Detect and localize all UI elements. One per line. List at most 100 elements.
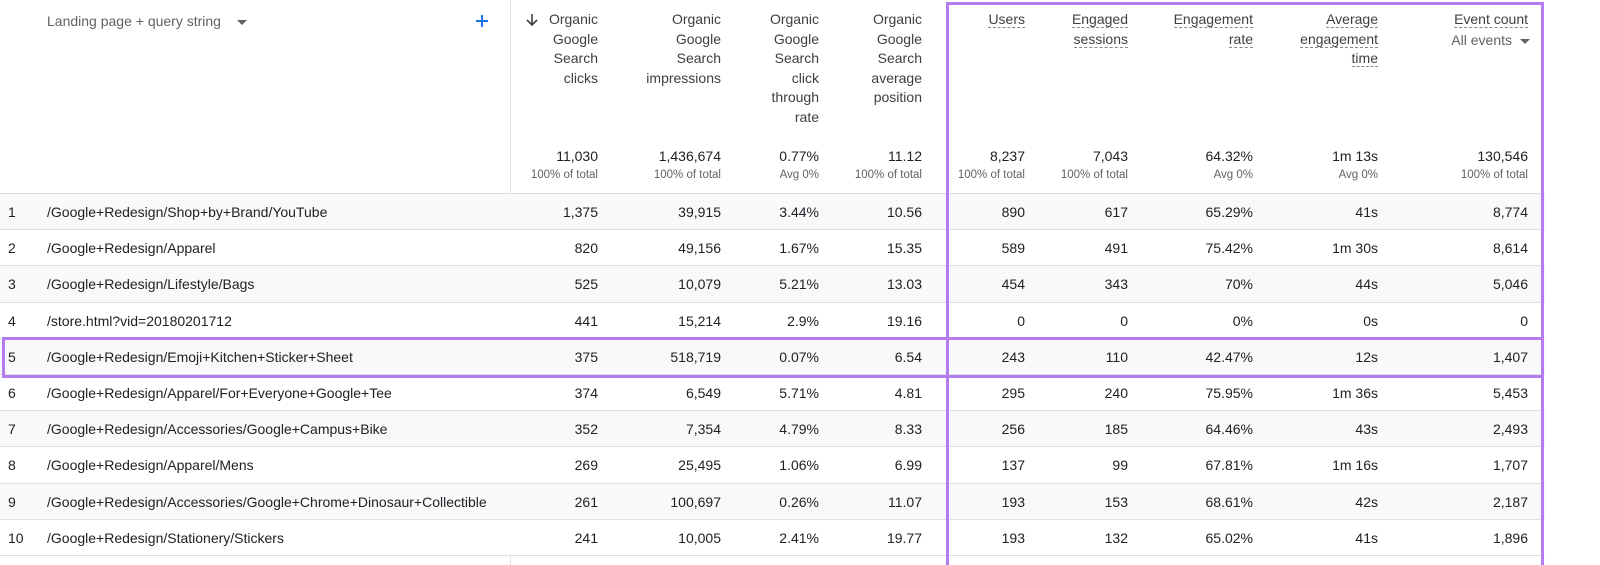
column-total: 8,237 bbox=[989, 148, 1025, 164]
column-total: 1m 13s bbox=[1332, 148, 1378, 164]
metric-cell: 2,187 bbox=[1492, 493, 1528, 510]
metric-cell: 4.81 bbox=[894, 385, 922, 401]
table-row[interactable]: 4/store.html?vid=20180201712 441 15,214 2.9… bbox=[0, 302, 1545, 339]
row-rank: 2 bbox=[8, 240, 16, 257]
column-label: Event count bbox=[1454, 11, 1528, 28]
metric-cell: 261 bbox=[574, 493, 598, 510]
table-row[interactable]: 3/Google+Redesign/Lifestyle/Bags 525 10,07… bbox=[0, 266, 1545, 303]
metric-cell: 1.06% bbox=[779, 457, 819, 474]
metric-cell: 5.71% bbox=[779, 385, 819, 401]
metric-cell: 15.35 bbox=[886, 240, 922, 257]
landing-page: /Google+Redesign/Apparel/Mens bbox=[47, 457, 254, 474]
metric-selector[interactable]: All events bbox=[1418, 32, 1530, 48]
metric-cell: 19.16 bbox=[886, 312, 922, 329]
table-row[interactable]: 1/Google+Redesign/Shop+by+Brand/YouTube 1… bbox=[0, 194, 1545, 231]
metric-cell: 4.79% bbox=[779, 421, 819, 438]
metric-cell: 241 bbox=[574, 529, 598, 546]
table-row[interactable]: 2/Google+Redesign/Apparel 820 49,156 1.67% 1… bbox=[0, 230, 1545, 267]
metric-cell: 5,046 bbox=[1492, 276, 1528, 293]
metric-cell: 0 bbox=[1520, 312, 1528, 329]
metric-cell: 1,707 bbox=[1492, 457, 1528, 474]
metric-cell: 5.21% bbox=[779, 276, 819, 293]
metric-cell: 454 bbox=[1001, 276, 1025, 293]
dimension-selector[interactable]: Landing page + query string bbox=[47, 13, 247, 29]
row-rank: 1 bbox=[8, 204, 16, 220]
metric-cell: 64.46% bbox=[1205, 421, 1253, 438]
column-header[interactable]: Organic Google Search average position bbox=[852, 10, 922, 108]
row-rank: 10 bbox=[8, 529, 24, 546]
metric-cell: 3.44% bbox=[779, 204, 819, 220]
table-row[interactable]: 6/Google+Redesign/Apparel/For+Everyone+G… bbox=[0, 375, 1545, 412]
column-total: 11,030 bbox=[556, 148, 598, 164]
metric-cell: 1,896 bbox=[1492, 529, 1528, 546]
metric-cell: 19.77 bbox=[886, 529, 922, 546]
metric-cell: 2.9% bbox=[787, 312, 819, 329]
total-note: Avg 0% bbox=[1213, 169, 1253, 181]
metric-cell: 243 bbox=[1001, 348, 1025, 365]
column-total: 1,436,674 bbox=[658, 148, 721, 164]
metric-cell: 6,549 bbox=[685, 385, 721, 401]
metric-cell: 43s bbox=[1355, 421, 1378, 438]
column-label: Organic Google Search average position bbox=[871, 11, 922, 105]
metric-cell: 491 bbox=[1104, 240, 1128, 257]
landing-page: /Google+Redesign/Accessories/Google+Chro… bbox=[47, 493, 487, 510]
metric-cell: 269 bbox=[574, 457, 598, 474]
sort-icon[interactable] bbox=[526, 13, 538, 27]
metric-cell: 2.41% bbox=[779, 529, 819, 546]
table-row[interactable]: 5/Google+Redesign/Emoji+Kitchen+Sticker+… bbox=[0, 338, 1545, 375]
landing-page: /Google+Redesign/Shop+by+Brand/YouTube bbox=[47, 204, 328, 220]
total-note: 100% of total bbox=[653, 169, 721, 181]
metric-cell: 240 bbox=[1104, 385, 1128, 401]
metric-cell: 99 bbox=[1112, 457, 1128, 474]
metric-cell: 25,495 bbox=[678, 457, 721, 474]
metric-cell: 193 bbox=[1001, 493, 1025, 510]
sub-label: All events bbox=[1451, 32, 1512, 48]
column-header[interactable]: Organic Google Search clicks bbox=[526, 10, 598, 88]
metric-cell: 375 bbox=[574, 348, 598, 365]
metric-cell: 11.07 bbox=[888, 493, 922, 510]
metric-cell: 0.26% bbox=[779, 493, 819, 510]
landing-page: /Google+Redesign/Lifestyle/Bags bbox=[47, 276, 255, 293]
metric-cell: 44s bbox=[1355, 276, 1378, 293]
dimension-label: Landing page + query string bbox=[47, 13, 221, 29]
column-header[interactable]: Organic Google Search impressions bbox=[629, 10, 721, 88]
column-total: 0.77% bbox=[779, 148, 819, 164]
total-note: 100% of total bbox=[957, 169, 1025, 181]
landing-page: /store.html?vid=20180201712 bbox=[47, 312, 232, 329]
metric-cell: 41s bbox=[1355, 204, 1378, 220]
column-header[interactable]: Organic Google Search click through rate bbox=[759, 10, 819, 127]
metric-cell: 374 bbox=[574, 385, 598, 401]
total-note: Avg 0% bbox=[1338, 169, 1378, 181]
metric-cell: 153 bbox=[1104, 493, 1128, 510]
metric-cell: 0s bbox=[1363, 312, 1378, 329]
row-rank: 5 bbox=[8, 348, 16, 365]
metric-cell: 890 bbox=[1001, 204, 1025, 220]
dropdown-icon bbox=[1520, 39, 1530, 44]
landing-page: /Google+Redesign/Stationery/Stickers bbox=[47, 529, 284, 546]
column-header[interactable]: Users bbox=[945, 10, 1025, 30]
column-header[interactable]: Average engagement time bbox=[1283, 10, 1378, 69]
total-note: 100% of total bbox=[1460, 169, 1528, 181]
column-header[interactable]: Event count bbox=[1418, 10, 1528, 30]
metric-cell: 525 bbox=[574, 276, 598, 293]
metric-cell: 68.61% bbox=[1205, 493, 1253, 510]
metric-cell: 41s bbox=[1355, 529, 1378, 546]
column-label: Users bbox=[988, 11, 1025, 28]
table-row[interactable]: 7/Google+Redesign/Accessories/Google+Cam… bbox=[0, 411, 1545, 448]
metric-cell: 1,407 bbox=[1492, 348, 1528, 365]
metric-cell: 5,453 bbox=[1492, 385, 1528, 401]
add-dimension[interactable] bbox=[474, 13, 490, 29]
metric-cell: 1,375 bbox=[562, 204, 598, 220]
column-header[interactable]: Engagement rate bbox=[1158, 10, 1253, 49]
table-row[interactable]: 9/Google+Redesign/Accessories/Google+Chr… bbox=[0, 483, 1545, 520]
row-rank: 3 bbox=[8, 276, 16, 293]
metric-cell: 185 bbox=[1104, 421, 1128, 438]
table-row[interactable]: 8/Google+Redesign/Apparel/Mens 269 25,495 1… bbox=[0, 447, 1545, 484]
column-header[interactable]: Engaged sessions bbox=[1048, 10, 1128, 49]
column-total: 11.12 bbox=[888, 148, 922, 164]
total-note: 100% of total bbox=[530, 169, 598, 181]
total-note: Avg 0% bbox=[779, 169, 819, 181]
table-row[interactable]: 10/Google+Redesign/Stationery/Stickers 24… bbox=[0, 519, 1545, 556]
metric-cell: 65.29% bbox=[1205, 204, 1253, 220]
metric-cell: 100,697 bbox=[670, 493, 721, 510]
